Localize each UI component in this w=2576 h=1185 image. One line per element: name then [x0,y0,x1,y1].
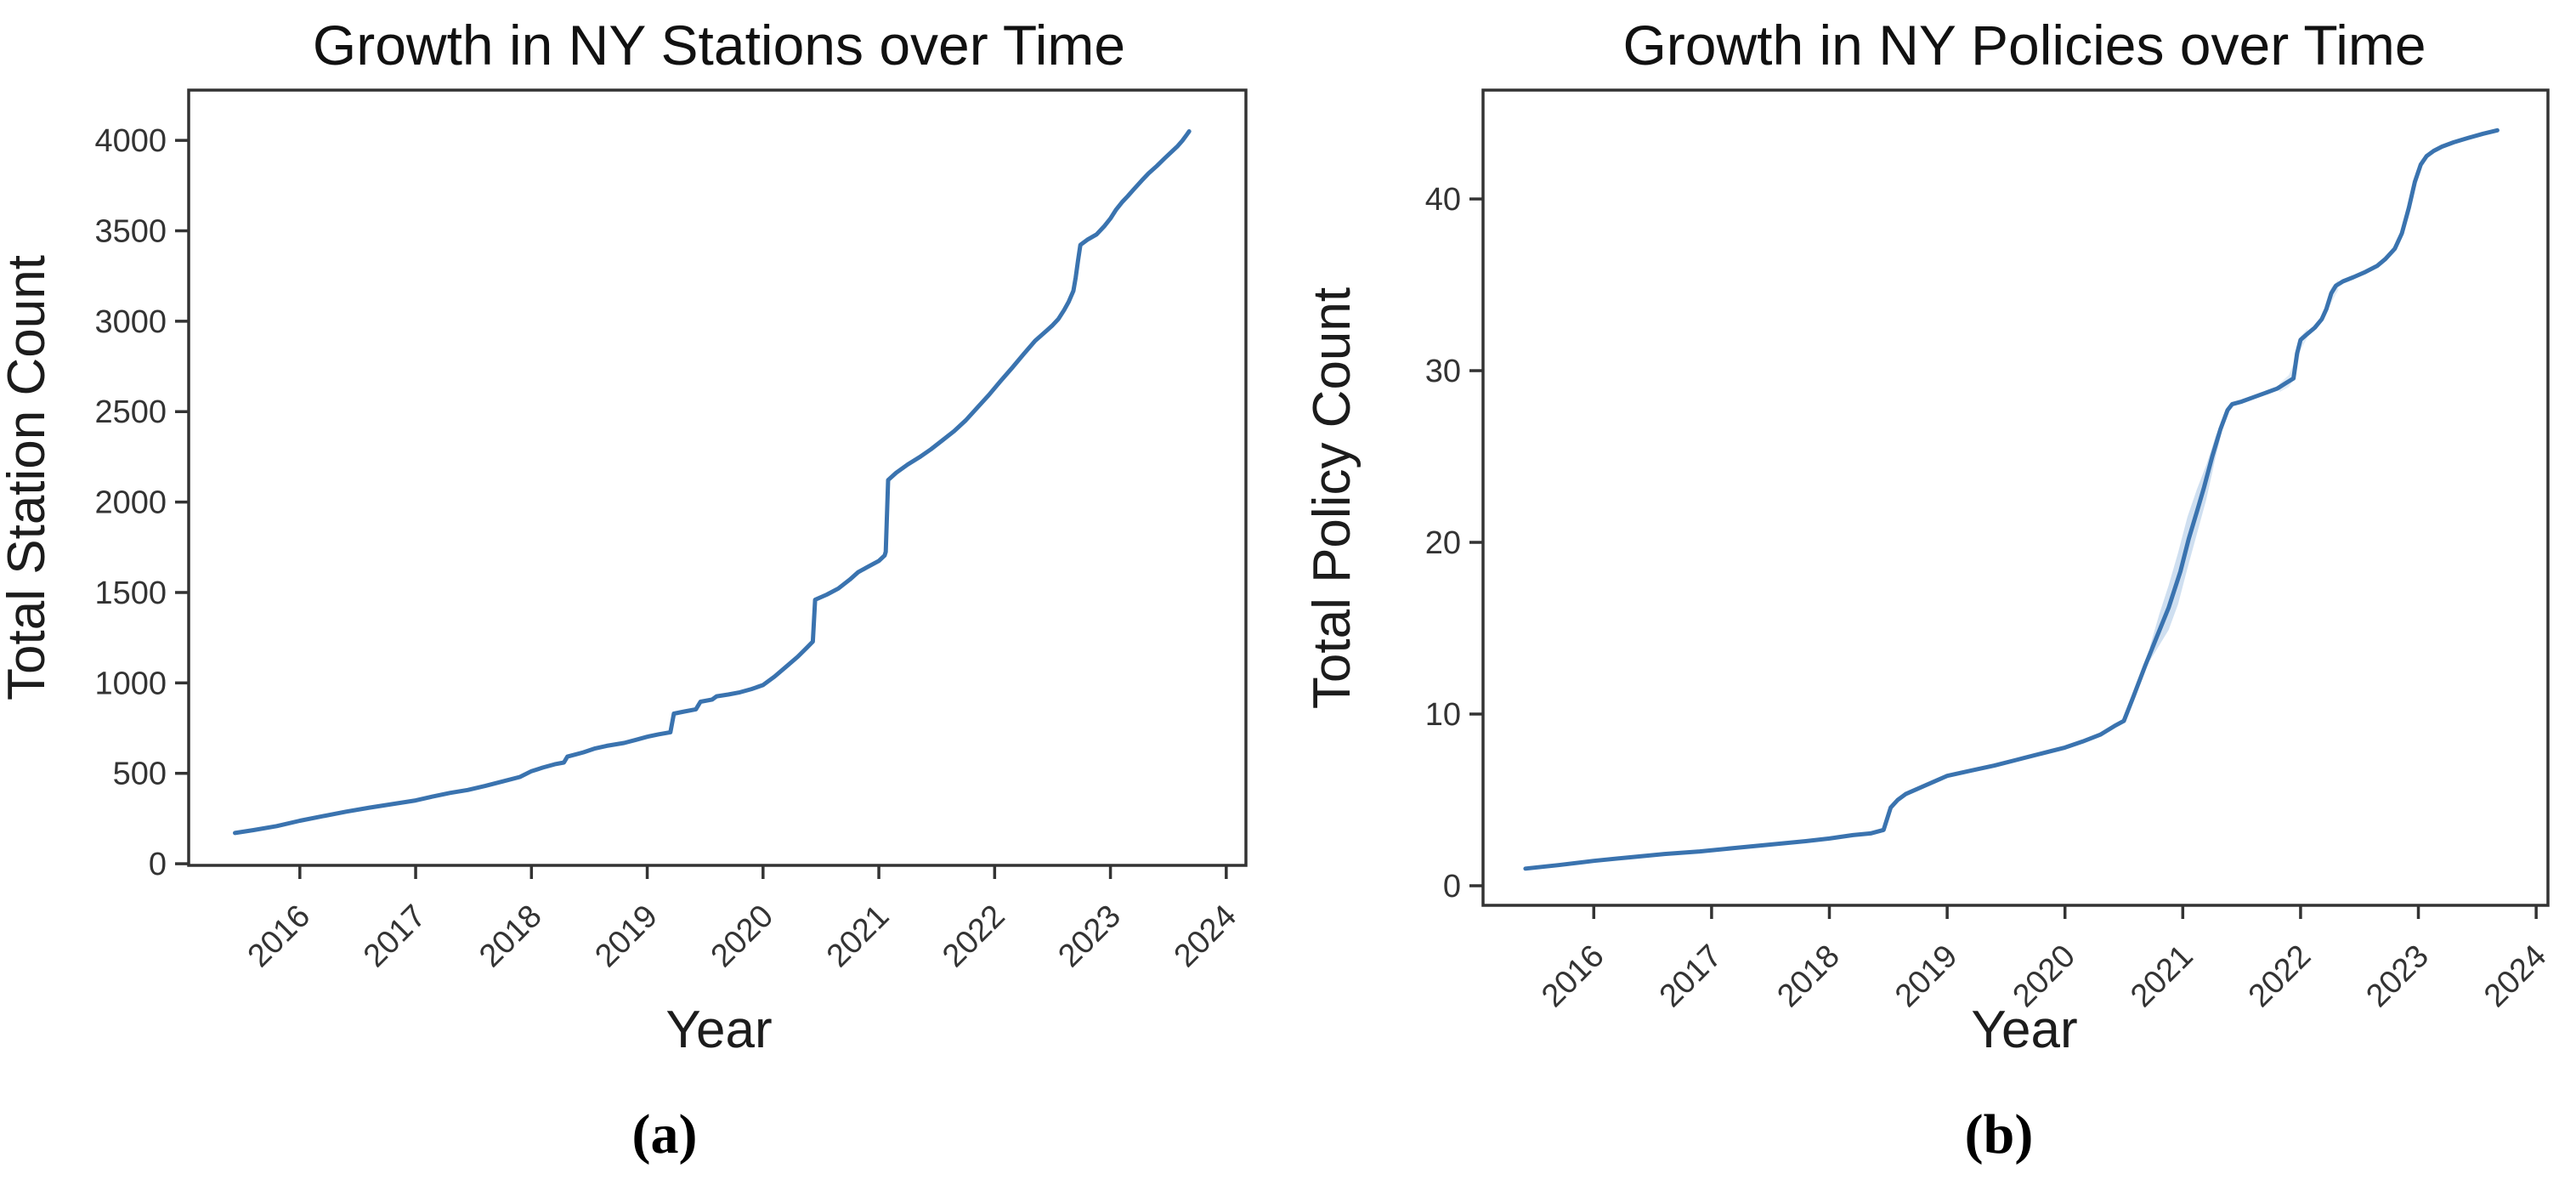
policies-chart-title: Growth in NY Policies over Time [1622,14,2426,77]
x-tick-label: 2023 [2359,938,2435,1014]
x-tick-label: 2017 [1653,938,1729,1014]
x-tick-label: 2018 [1770,938,1846,1014]
policies-y-axis-label: Total Policy Count [1303,287,1362,709]
policies-x-axis-label: Year [1971,1001,2077,1059]
y-tick-label: 1000 [94,666,167,701]
y-tick-label: 4000 [94,123,167,159]
y-tick-label: 2000 [94,485,167,521]
x-tick-label: 2024 [1168,899,1243,974]
stations-y-axis-label: Total Station Count [0,255,56,700]
policies-caption: (b) [1965,1103,2034,1165]
plot-border [187,88,1248,867]
y-tick-label: 40 [1425,182,1461,218]
stations-chart-title: Growth in NY Stations over Time [313,14,1125,77]
plot-border [1481,88,2550,907]
y-tick-label: 10 [1425,697,1461,733]
x-tick-label: 2022 [936,899,1011,974]
x-tick-label: 2021 [2124,938,2200,1014]
x-tick-label: 2023 [1051,899,1127,974]
x-tick-label: 2017 [357,899,433,974]
x-tick-label: 2019 [1888,938,1964,1014]
y-tick-label: 3500 [94,214,167,250]
y-tick-label: 3000 [94,304,167,340]
stations-chart-panel: Growth in NY Stations over Time Total St… [0,14,1248,1165]
stations-plot-area: 2016 2017 2018 2019 2020 2021 2022 2023 2024 0 500… [94,88,1248,974]
x-tick-label: 2022 [2242,938,2318,1014]
y-tick-label: 20 [1425,525,1461,561]
y-tick-label: 1500 [94,575,167,611]
y-tick-label: 0 [1443,869,1461,904]
x-tick-label: 2016 [1535,938,1611,1014]
x-tick-label: 2021 [820,899,896,974]
policies-chart-panel: Growth in NY Policies over Time Total Po… [1303,14,2554,1165]
x-tick-label: 2016 [241,899,317,974]
x-tick-label: 2019 [588,899,664,974]
x-tick-label: 2020 [705,899,780,974]
policies-plot-area: 2016 2017 2018 2019 2020 2021 2022 2023 20240102… [1425,88,2554,1014]
total-stations-line [233,129,1192,836]
stations-caption: (a) [632,1103,698,1165]
y-tick-label: 0 [149,847,167,882]
total-policies-line [1523,128,2500,871]
y-tick-label: 30 [1425,354,1461,389]
y-tick-label: 500 [113,757,167,792]
y-tick-label: 2500 [94,394,167,430]
x-tick-label: 2024 [2477,938,2553,1014]
x-tick-label: 2018 [473,899,548,974]
stations-x-axis-label: Year [665,1001,772,1059]
